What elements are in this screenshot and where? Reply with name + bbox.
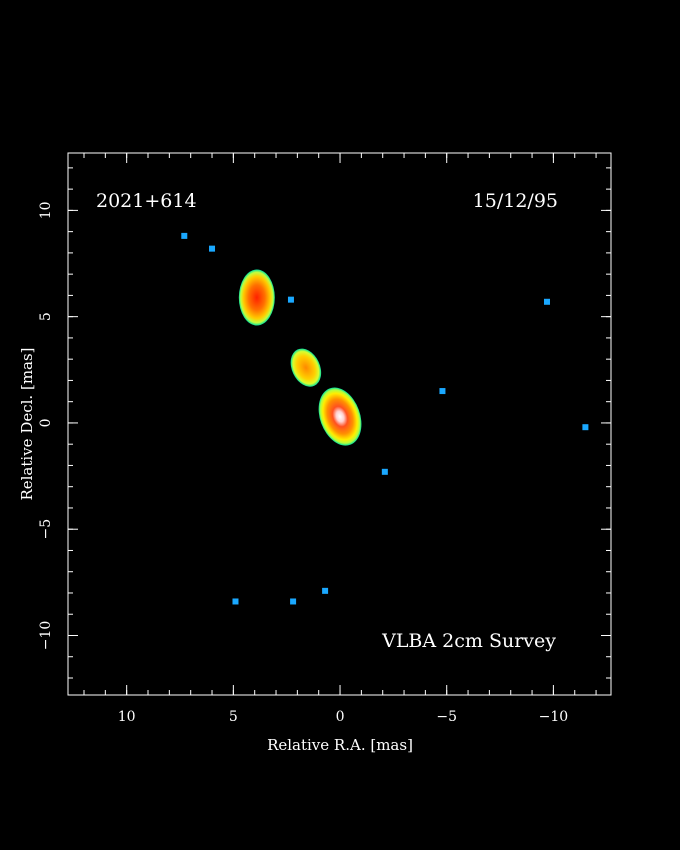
noise-spot [582,424,589,431]
y-tick-label: 10 [38,201,54,219]
component [318,387,362,446]
noise-spot [439,388,446,395]
component [238,269,275,326]
x-tick-label: −5 [436,709,457,725]
y-axis-label: Relative Decl. [mas] [18,347,36,500]
y-tick-label: 5 [38,312,54,321]
x-tick-label: 10 [118,709,136,725]
x-axis-label: Relative R.A. [mas] [267,736,413,754]
x-tick-label: −10 [539,709,569,725]
y-tick-label: 0 [38,418,54,427]
source-name: 2021+614 [96,190,197,212]
x-tick-label: 5 [229,709,238,725]
x-tick-label: 0 [336,709,345,725]
noise-spot [181,232,188,239]
noise-spot [232,598,239,605]
epoch: 15/12/95 [473,190,558,212]
component [290,348,322,387]
y-tick-label: −5 [38,519,54,540]
y-tick-label: −10 [38,621,54,651]
survey-label: VLBA 2cm Survey [381,630,556,652]
noise-spot [287,296,294,303]
noise-spot [322,587,329,594]
noise-spot [543,298,550,305]
noise-spot [290,598,297,605]
noise-spot [209,245,216,252]
plot-frame [67,152,612,696]
noise-spot [381,468,388,475]
